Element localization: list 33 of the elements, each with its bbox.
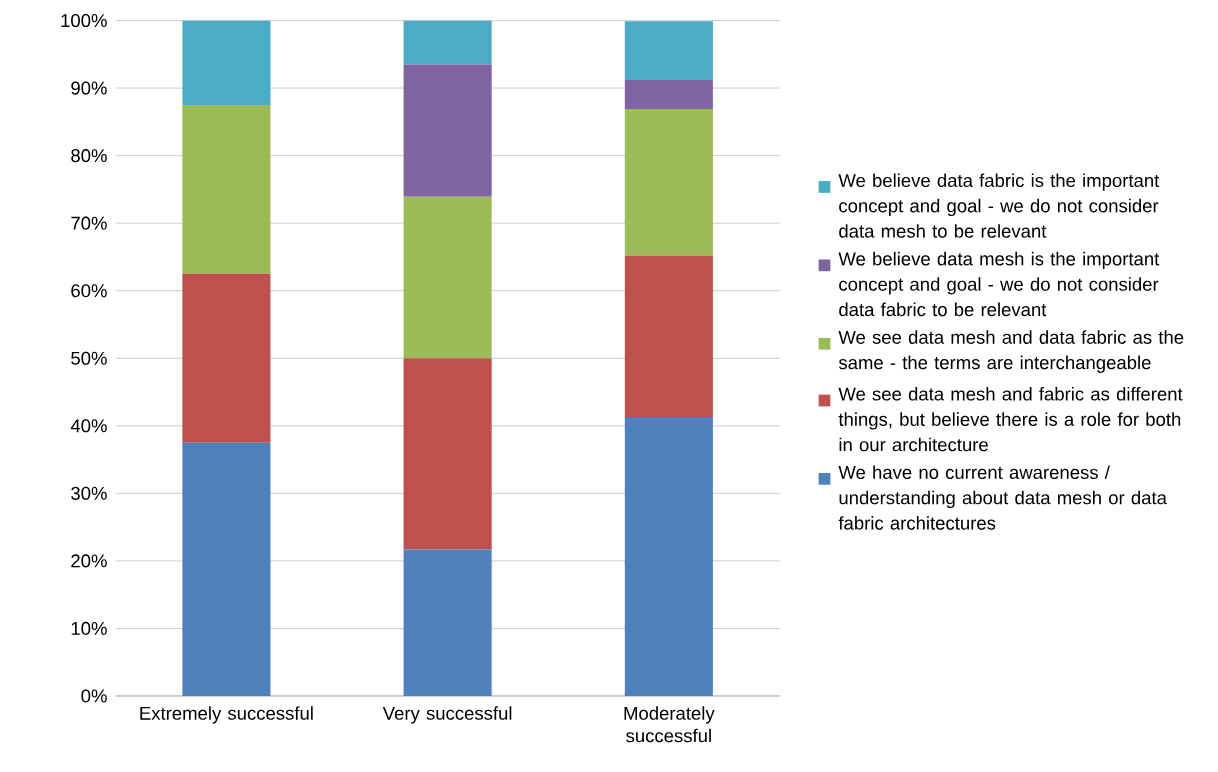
- legend-label: We see data mesh and data fabric as the same - the terms are interchangeable: [838, 330, 1184, 373]
- legend-label: We have no current awareness / understanding about data mesh or data fabric architectures: [838, 465, 1167, 530]
- bar: [624, 21, 713, 80]
- bar: [403, 64, 492, 197]
- bar: [182, 273, 271, 443]
- legend-label: We believe data fabric is the important concept and goal - we do not consider data mesh to be relevant: [838, 173, 1160, 238]
- bar: [403, 196, 492, 359]
- y-tick-label: 100%: [61, 13, 107, 27]
- x-tick-label: Moderately successful: [624, 706, 715, 743]
- bar: [624, 108, 713, 256]
- y-tick-label: 80%: [71, 148, 107, 163]
- y-tick-label: 10%: [71, 621, 107, 635]
- bar: [182, 20, 271, 105]
- y-tick-label: 40%: [70, 419, 107, 433]
- x-tick-label: Extremely successful: [140, 706, 313, 724]
- legend-label: We see data mesh and fabric as different things, but believe there is a role for both in our architecture: [838, 386, 1183, 452]
- bar: [182, 104, 271, 274]
- bar: [624, 255, 713, 417]
- bar: [403, 549, 492, 696]
- y-tick-label: 30%: [71, 486, 107, 500]
- y-tick-label: 60%: [71, 284, 107, 298]
- bar: [182, 442, 271, 696]
- x-tick-label: Very successful: [382, 706, 512, 724]
- bar: [403, 358, 492, 550]
- bar: [624, 416, 713, 696]
- y-tick-label: 50%: [71, 351, 107, 365]
- legend-label: We believe data mesh is the important concept and goal - we do not consider data fabric to be relevant: [838, 251, 1160, 317]
- y-tick-label: 70%: [71, 216, 107, 230]
- y-tick-label: 20%: [71, 554, 107, 568]
- bar: [403, 20, 492, 65]
- y-tick-label: 0%: [81, 689, 107, 703]
- bar: [624, 79, 713, 109]
- y-tick-label: 90%: [71, 81, 107, 95]
